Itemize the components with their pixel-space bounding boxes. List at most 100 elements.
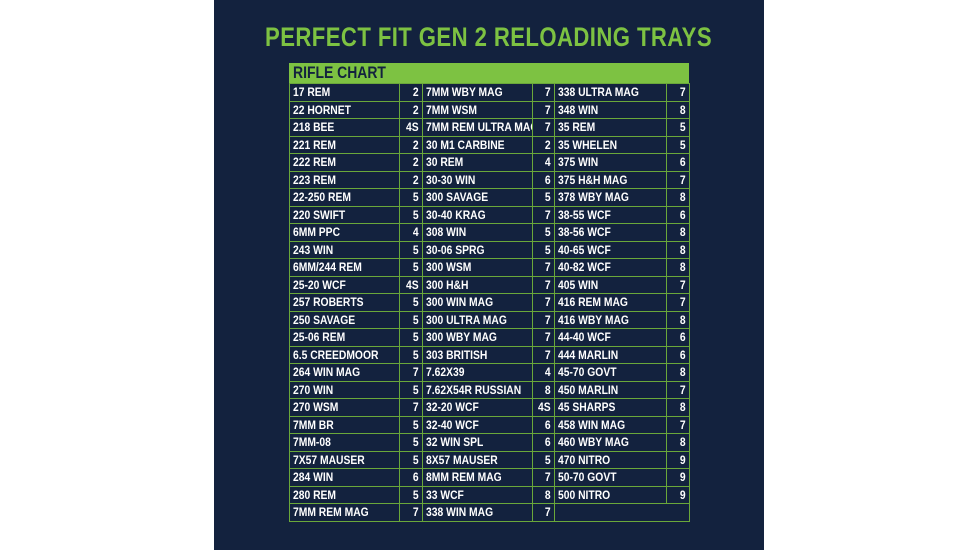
tray-size-text: 5 [413,260,419,275]
rifle-chart-panel: PERFECT FIT GEN 2 RELOADING TRAYS RIFLE … [214,0,764,550]
tray-size: 9 [666,468,690,487]
caliber-name: 40-65 WCF [554,240,667,259]
tray-size-text: 2 [413,172,419,187]
caliber-name-text: 308 WIN [426,225,467,240]
tray-size-text: 6 [680,330,686,345]
tray-size: 6 [532,415,555,434]
tray-size: 8 [666,240,690,259]
caliber-name-text: 243 WIN [293,242,334,257]
caliber-name-text: 7X57 MAUSER [293,452,365,467]
tray-size: 7 [399,363,423,382]
tray-size: 7 [532,328,555,347]
caliber-name-text: 218 BEE [293,120,335,135]
tray-size-text: 8 [680,435,686,450]
table-row: 7X57 MAUSER 5 8X57 MAUSER 5 470 NITRO 9 [289,450,690,469]
caliber-name-text: 25-20 WCF [293,277,346,292]
tray-size: 6 [666,153,690,172]
tray-size-text: 6 [545,435,551,450]
tray-size-text: 7 [545,330,551,345]
tray-size-text: 4 [545,155,551,170]
caliber-name: 30-06 SPRG [422,240,533,259]
caliber-name: 378 WBY MAG [554,188,667,207]
caliber-name: 6MM/244 REM [289,258,400,277]
caliber-name-text: 257 ROBERTS [293,295,364,310]
table-row: 7MM REM MAG 7 338 WIN MAG 7 [289,503,690,522]
tray-size-text: 5 [413,295,419,310]
caliber-name-text: 30 REM [426,155,464,170]
table-row: 6.5 CREEDMOOR 5 303 BRITISH 7 444 MARLIN 6 [289,345,690,364]
caliber-name-text: 32-20 WCF [426,400,479,415]
caliber-name: 300 SAVAGE [422,188,533,207]
caliber-name: 222 REM [289,153,400,172]
caliber-name: 450 MARLIN [554,380,667,399]
tray-size: 8 [666,310,690,329]
tray-size: 2 [399,153,423,172]
tray-size-text: 5 [413,435,419,450]
tray-size: 5 [399,188,423,207]
tray-size-text: 7 [413,505,419,520]
tray-size-text: 5 [413,487,419,502]
caliber-name: 7MM BR [289,415,400,434]
tray-size: 7 [666,293,690,312]
tray-size-text: 5 [413,312,419,327]
tray-size-text: 5 [413,452,419,467]
tray-size-text: 8 [680,260,686,275]
caliber-name: 6.5 CREEDMOOR [289,345,400,364]
chart-title: RIFLE CHART [293,63,386,82]
tray-size-text: 5 [413,330,419,345]
tray-size-text: 9 [680,452,686,467]
caliber-name: 45 SHARPS [554,398,667,417]
tray-size-text: 7 [545,85,551,100]
caliber-name-text: 22-250 REM [293,190,351,205]
caliber-name-text: 30-06 SPRG [426,242,485,257]
tray-size: 8 [666,100,690,119]
caliber-name-text: 221 REM [293,137,337,152]
caliber-name: 25-06 REM [289,328,400,347]
tray-size-text: 6 [413,470,419,485]
caliber-name: 300 WBY MAG [422,328,533,347]
caliber-name: 308 WIN [422,223,533,242]
caliber-name: 264 WIN MAG [289,363,400,382]
tray-size: 5 [532,240,555,259]
caliber-name-text: 7MM WBY MAG [426,85,503,100]
tray-size-text: 7 [545,347,551,362]
tray-size: 4 [532,363,555,382]
caliber-name: 17 REM [289,83,400,102]
tray-size: 5 [399,415,423,434]
tray-size-text: 8 [545,382,551,397]
caliber-name-text: 250 SAVAGE [293,312,356,327]
tray-size-text: 7 [545,470,551,485]
caliber-name-text: 223 REM [293,172,337,187]
caliber-name: 30-30 WIN [422,170,533,189]
caliber-name: 32-40 WCF [422,415,533,434]
caliber-name: 280 REM [289,485,400,504]
caliber-name: 300 H&H [422,275,533,294]
table-row: 250 SAVAGE 5 300 ULTRA MAG 7 416 WBY MAG 8 [289,310,690,329]
tray-size: 7 [399,503,423,522]
table-row: 243 WIN 5 30-06 SPRG 5 40-65 WCF 8 [289,240,690,259]
table-row: 6MM PPC 4 308 WIN 5 38-56 WCF 8 [289,223,690,242]
tray-size: 8 [532,380,555,399]
tray-size: 4 [399,223,423,242]
caliber-name: 32-20 WCF [422,398,533,417]
tray-size-text: 6 [680,155,686,170]
caliber-name-text: 8X57 MAUSER [426,452,498,467]
tray-size: 7 [666,380,690,399]
caliber-name-text: 38-56 WCF [558,225,611,240]
tray-size-text: 2 [413,155,419,170]
caliber-name-text: 378 WBY MAG [558,190,629,205]
tray-size-text: 7 [545,120,551,135]
caliber-name-text: 7MM REM ULTRA MAG [426,120,533,135]
caliber-name: 270 WIN [289,380,400,399]
caliber-name: 7.62X39 [422,363,533,382]
caliber-name: 22-250 REM [289,188,400,207]
tray-size-text: 5 [413,417,419,432]
caliber-name: 30 REM [422,153,533,172]
tray-size: 7 [666,275,690,294]
caliber-name: 30 M1 CARBINE [422,135,533,154]
tray-size-text: 5 [545,242,551,257]
tray-size-text: 8 [545,487,551,502]
tray-size-text: 7 [680,417,686,432]
caliber-name: 7MM REM MAG [289,503,400,522]
table-row: 6MM/244 REM 5 300 WSM 7 40-82 WCF 8 [289,258,690,277]
